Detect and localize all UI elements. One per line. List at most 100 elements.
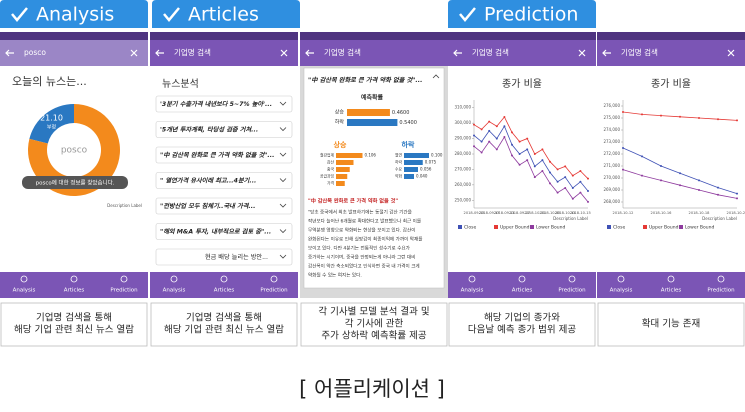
point [518, 153, 521, 155]
nav-label[interactable]: Articles [661, 288, 682, 294]
point [518, 140, 521, 143]
nav-icon[interactable] [468, 275, 476, 283]
nav-label[interactable]: Prediction [110, 288, 138, 294]
point [660, 165, 662, 167]
bar-value: 0.106 [365, 153, 377, 158]
point [660, 114, 662, 117]
donut-slice [27, 104, 120, 196]
news-item[interactable] [155, 223, 293, 240]
nav-icon[interactable] [518, 275, 526, 283]
point [587, 190, 589, 193]
caption-line: 해당 기업의 종가와 [484, 312, 560, 324]
news-item[interactable] [155, 146, 293, 164]
nav-label[interactable]: Analysis [610, 288, 633, 294]
news-item[interactable] [155, 197, 293, 215]
back-icon[interactable] [305, 49, 314, 57]
back-icon[interactable] [602, 49, 611, 57]
tab-label: Articles [188, 4, 259, 26]
caption-line: 해당 기업 관련 최신 뉴스 열람 [164, 324, 284, 336]
nav-icon[interactable] [70, 275, 78, 283]
nav-icon[interactable] [20, 275, 28, 283]
point [480, 151, 483, 154]
nav-label[interactable]: Articles [214, 288, 235, 294]
nav-icon[interactable] [120, 275, 128, 283]
description-label: Description Label [107, 203, 142, 208]
caption-line: 각 기사별 모델 분석 결과 및 [318, 306, 429, 318]
point [533, 176, 536, 179]
nav-label[interactable]: Analysis [461, 288, 484, 294]
news-title[interactable]: "해외 M&A 투자, 내부적으로 검토 중"... [160, 228, 271, 236]
close-icon[interactable] [578, 49, 586, 57]
status-bar [300, 32, 448, 40]
tab[interactable] [0, 0, 148, 28]
screen-bg [448, 32, 596, 298]
bar [336, 181, 345, 186]
point [541, 169, 544, 172]
point [564, 165, 567, 168]
back-icon[interactable] [453, 49, 462, 57]
point [571, 174, 574, 177]
app-header [150, 40, 298, 66]
point [488, 140, 491, 143]
nav-label[interactable]: Prediction [707, 288, 735, 294]
tab[interactable] [448, 0, 596, 28]
point [622, 111, 624, 113]
bar-value: 0.5400 [399, 120, 417, 126]
y-tick-label: 280,000 [454, 151, 471, 156]
news-title[interactable]: " 열연가격 유사이래 최고...4분기... [160, 177, 256, 185]
y-tick-label: 300,000 [454, 120, 471, 125]
close-icon[interactable] [727, 49, 735, 57]
nav-icon[interactable] [568, 275, 576, 283]
point [579, 180, 582, 183]
point [571, 186, 574, 189]
news-title[interactable]: '5개년 투자계획, 타당성 검증 거쳐... [160, 126, 258, 134]
bar-label: 하락 [335, 119, 345, 126]
news-item[interactable] [155, 121, 293, 138]
point [488, 120, 491, 123]
nav-icon[interactable] [717, 275, 725, 283]
close-icon[interactable] [280, 49, 288, 57]
nav-icon[interactable] [270, 275, 278, 283]
back-icon[interactable] [5, 49, 14, 57]
news-item[interactable] [155, 248, 293, 266]
news-title[interactable]: 현금 배당 늘리는 방안... [205, 253, 268, 261]
x-tick-label: 2018-10-18 [689, 211, 711, 215]
nav-label[interactable]: Articles [512, 288, 533, 294]
point [526, 137, 529, 140]
donut-slice [29, 104, 74, 144]
tab[interactable] [152, 0, 300, 28]
legend-swatch [643, 225, 647, 229]
news-title[interactable]: "中 감산목 완화로 큰 가격 약화 없을 것"... [160, 151, 274, 159]
point [495, 148, 498, 151]
back-icon[interactable] [155, 49, 164, 57]
word-label: 하락 [395, 160, 402, 165]
news-item[interactable] [155, 172, 293, 189]
legend-label: Lower Bound [536, 225, 565, 231]
point [660, 179, 662, 182]
nav-icon[interactable] [617, 275, 625, 283]
check-icon [163, 7, 180, 22]
legend-label: Close [613, 225, 625, 231]
x-tick-label: 2018-09-27 [509, 211, 530, 215]
nav-icon[interactable] [220, 275, 228, 283]
nav-icon[interactable] [667, 275, 675, 283]
nav-label[interactable]: Analysis [163, 288, 186, 294]
series-line [473, 136, 589, 203]
nav-label[interactable]: Prediction [558, 288, 586, 294]
point [549, 171, 551, 174]
news-item[interactable] [155, 95, 293, 113]
nav-icon[interactable] [170, 275, 178, 283]
point [488, 129, 491, 132]
nav-label[interactable]: Analysis [13, 288, 36, 294]
x-tick-label: 2018-10-11 [555, 211, 576, 215]
news-title[interactable]: "전방산업 모두 침체기..국내 가격... [160, 202, 255, 210]
close-icon[interactable] [130, 49, 138, 57]
nav-label[interactable]: Prediction [260, 288, 288, 294]
legend-swatch [679, 225, 683, 229]
heading: 오늘의 뉴스는... [12, 75, 87, 88]
caption-box [0, 302, 148, 347]
news-title[interactable]: '3분기 수출가격 내년보다 5~7% 높아'... [160, 100, 272, 108]
nav-label[interactable]: Articles [64, 288, 85, 294]
y-tick-label: 270,000 [454, 166, 471, 171]
bar [336, 160, 354, 165]
